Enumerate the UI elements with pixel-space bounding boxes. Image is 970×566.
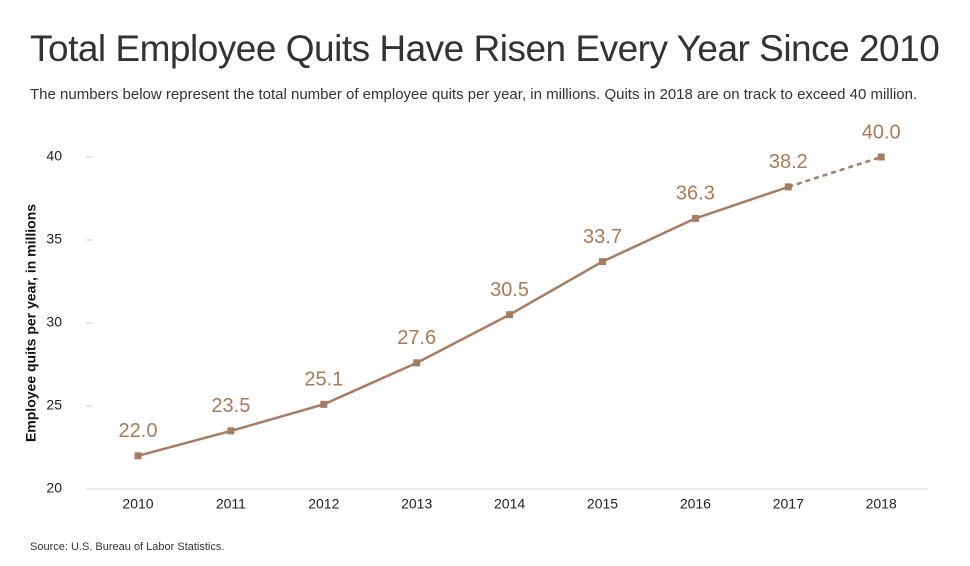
data-label: 38.2 bbox=[769, 151, 808, 173]
data-label: 40.0 bbox=[862, 121, 901, 143]
chart-title: Total Employee Quits Have Risen Every Ye… bbox=[30, 28, 940, 69]
line-segment bbox=[416, 313, 511, 364]
x-tick-label: 2012 bbox=[308, 496, 339, 512]
x-tick-label: 2017 bbox=[773, 496, 804, 512]
line-segment bbox=[323, 361, 418, 406]
line-segment bbox=[694, 185, 789, 220]
x-tick-label: 2015 bbox=[587, 496, 618, 512]
data-point bbox=[413, 359, 421, 367]
y-tick-label: 25 bbox=[46, 397, 62, 413]
data-point bbox=[134, 452, 142, 460]
y-tick-label: 30 bbox=[46, 314, 62, 330]
x-tick-label: 2010 bbox=[122, 496, 153, 512]
data-label: 36.3 bbox=[676, 183, 715, 205]
line-segment bbox=[787, 155, 882, 189]
data-point bbox=[691, 214, 699, 222]
x-tick-label: 2011 bbox=[216, 496, 246, 512]
y-tick-label: 35 bbox=[46, 231, 62, 247]
data-label: 23.5 bbox=[211, 395, 250, 417]
y-tick-label: 20 bbox=[46, 480, 62, 496]
data-label: 33.7 bbox=[583, 226, 622, 248]
data-label: 27.6 bbox=[397, 327, 436, 349]
line-segment bbox=[230, 403, 325, 433]
data-point bbox=[599, 258, 606, 266]
x-tick-label: 2018 bbox=[866, 496, 897, 512]
data-point bbox=[784, 183, 792, 191]
x-tick-label: 2016 bbox=[680, 496, 711, 512]
data-point bbox=[877, 153, 885, 161]
data-point bbox=[320, 400, 328, 408]
x-tick-label: 2014 bbox=[494, 496, 525, 512]
x-tick-label: 2013 bbox=[401, 496, 432, 512]
line-segment bbox=[137, 429, 232, 458]
source-note: Source: U.S. Bureau of Labor Statistics. bbox=[30, 541, 224, 553]
data-point bbox=[227, 427, 235, 435]
data-label: 25.1 bbox=[304, 369, 343, 391]
data-point bbox=[506, 311, 514, 319]
data-label: 22.0 bbox=[119, 420, 158, 442]
chart-subtitle: The numbers below represent the total nu… bbox=[30, 86, 918, 103]
data-label: 30.5 bbox=[490, 279, 529, 301]
y-tick-label: 40 bbox=[46, 148, 62, 164]
y-axis-label: Employee quits per year, in millions bbox=[23, 204, 39, 442]
line-segment bbox=[601, 217, 696, 263]
line-segment bbox=[508, 260, 604, 316]
